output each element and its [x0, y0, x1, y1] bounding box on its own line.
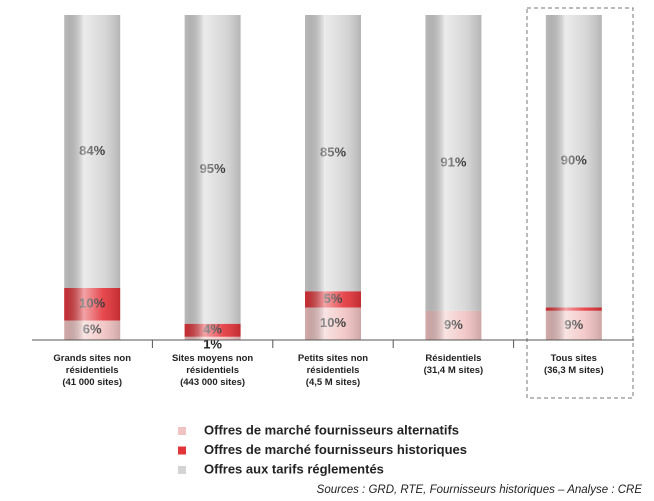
legend-label: Offres de marché fournisseurs alternatif… — [204, 422, 459, 437]
legend-swatch — [178, 427, 186, 435]
source: Sources : GRD, RTE, Fournisseurs histori… — [317, 484, 643, 496]
highlight-box — [526, 7, 634, 399]
x-tick-label: Résidentiels (31,4 M sites) — [424, 353, 484, 376]
x-tick-label: Sites moyens non résidentiels (443 000 sit… — [172, 353, 253, 388]
x-tick-label: Petits sites non résidentiels (4,5 M sites… — [298, 353, 368, 388]
x-tick-label: Tous sites (36,3 M sites) — [544, 353, 604, 376]
bar-shine — [425, 15, 482, 340]
bar-shine — [184, 15, 241, 340]
bar-shine — [64, 15, 121, 340]
x-tick-label: Grands sites non résidentiels (41 000 site… — [53, 353, 131, 388]
legend-swatch — [178, 466, 186, 474]
legend-swatch — [178, 446, 186, 455]
bar-shine — [305, 15, 361, 340]
legend-label: Offres aux tarifs réglementés — [204, 461, 384, 476]
legend-label: Offres de marché fournisseurs historique… — [204, 442, 467, 457]
bar-shine — [545, 15, 602, 340]
